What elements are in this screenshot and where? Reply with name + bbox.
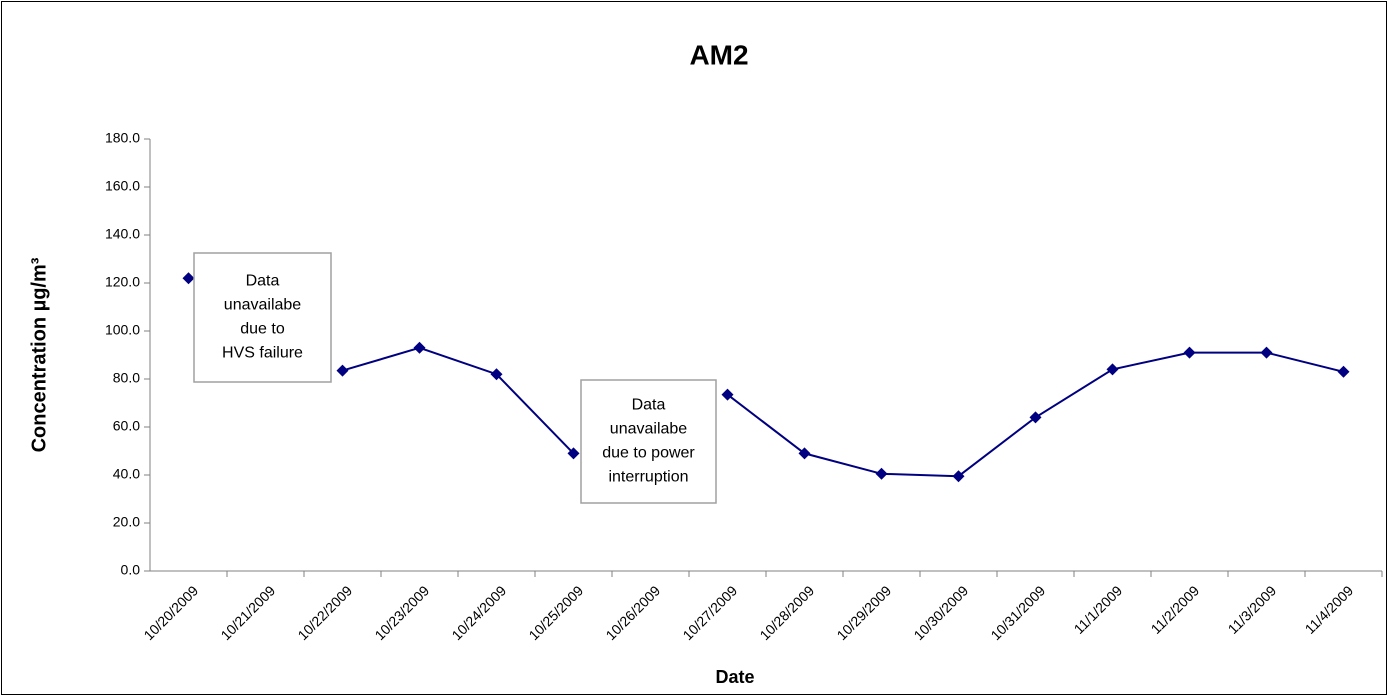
annotation-box [193,252,332,383]
y-tick-label: 100.0 [105,322,140,338]
annotation-text: unavailabe [224,297,302,314]
annotation-text: Data [632,397,666,414]
data-marker [1029,411,1042,424]
annotation-text: Data [246,273,280,290]
y-tick-label: 0.0 [121,562,141,578]
x-axis-label: Date [715,667,754,687]
y-tick-label: 80.0 [113,370,140,386]
y-tick-label: 180.0 [105,130,140,146]
annotation-text: due to power [602,445,695,462]
data-marker [182,272,195,285]
data-marker [490,368,503,381]
data-marker [336,364,349,377]
data-marker [1183,346,1196,359]
annotation-text: due to [240,321,285,338]
data-marker [875,467,888,480]
y-tick-label: 20.0 [113,514,140,530]
data-marker [1260,346,1273,359]
data-marker [721,388,734,401]
y-axis-label: Concentration µg/m³ [28,257,50,452]
y-tick-label: 60.0 [113,418,140,434]
data-marker [567,447,580,460]
data-marker [413,341,426,354]
annotation-text: HVS failure [222,345,303,362]
annotation-text: interruption [608,469,688,486]
y-tick-label: 140.0 [105,226,140,242]
y-tick-label: 160.0 [105,178,140,194]
data-marker [1337,365,1350,378]
chart-title: AM2 [689,39,748,70]
annotation-box [580,379,717,504]
y-tick-label: 120.0 [105,274,140,290]
annotation-text: unavailabe [610,421,688,438]
data-marker [952,470,965,483]
data-marker [798,447,811,460]
y-tick-label: 40.0 [113,466,140,482]
data-marker [1106,363,1119,376]
